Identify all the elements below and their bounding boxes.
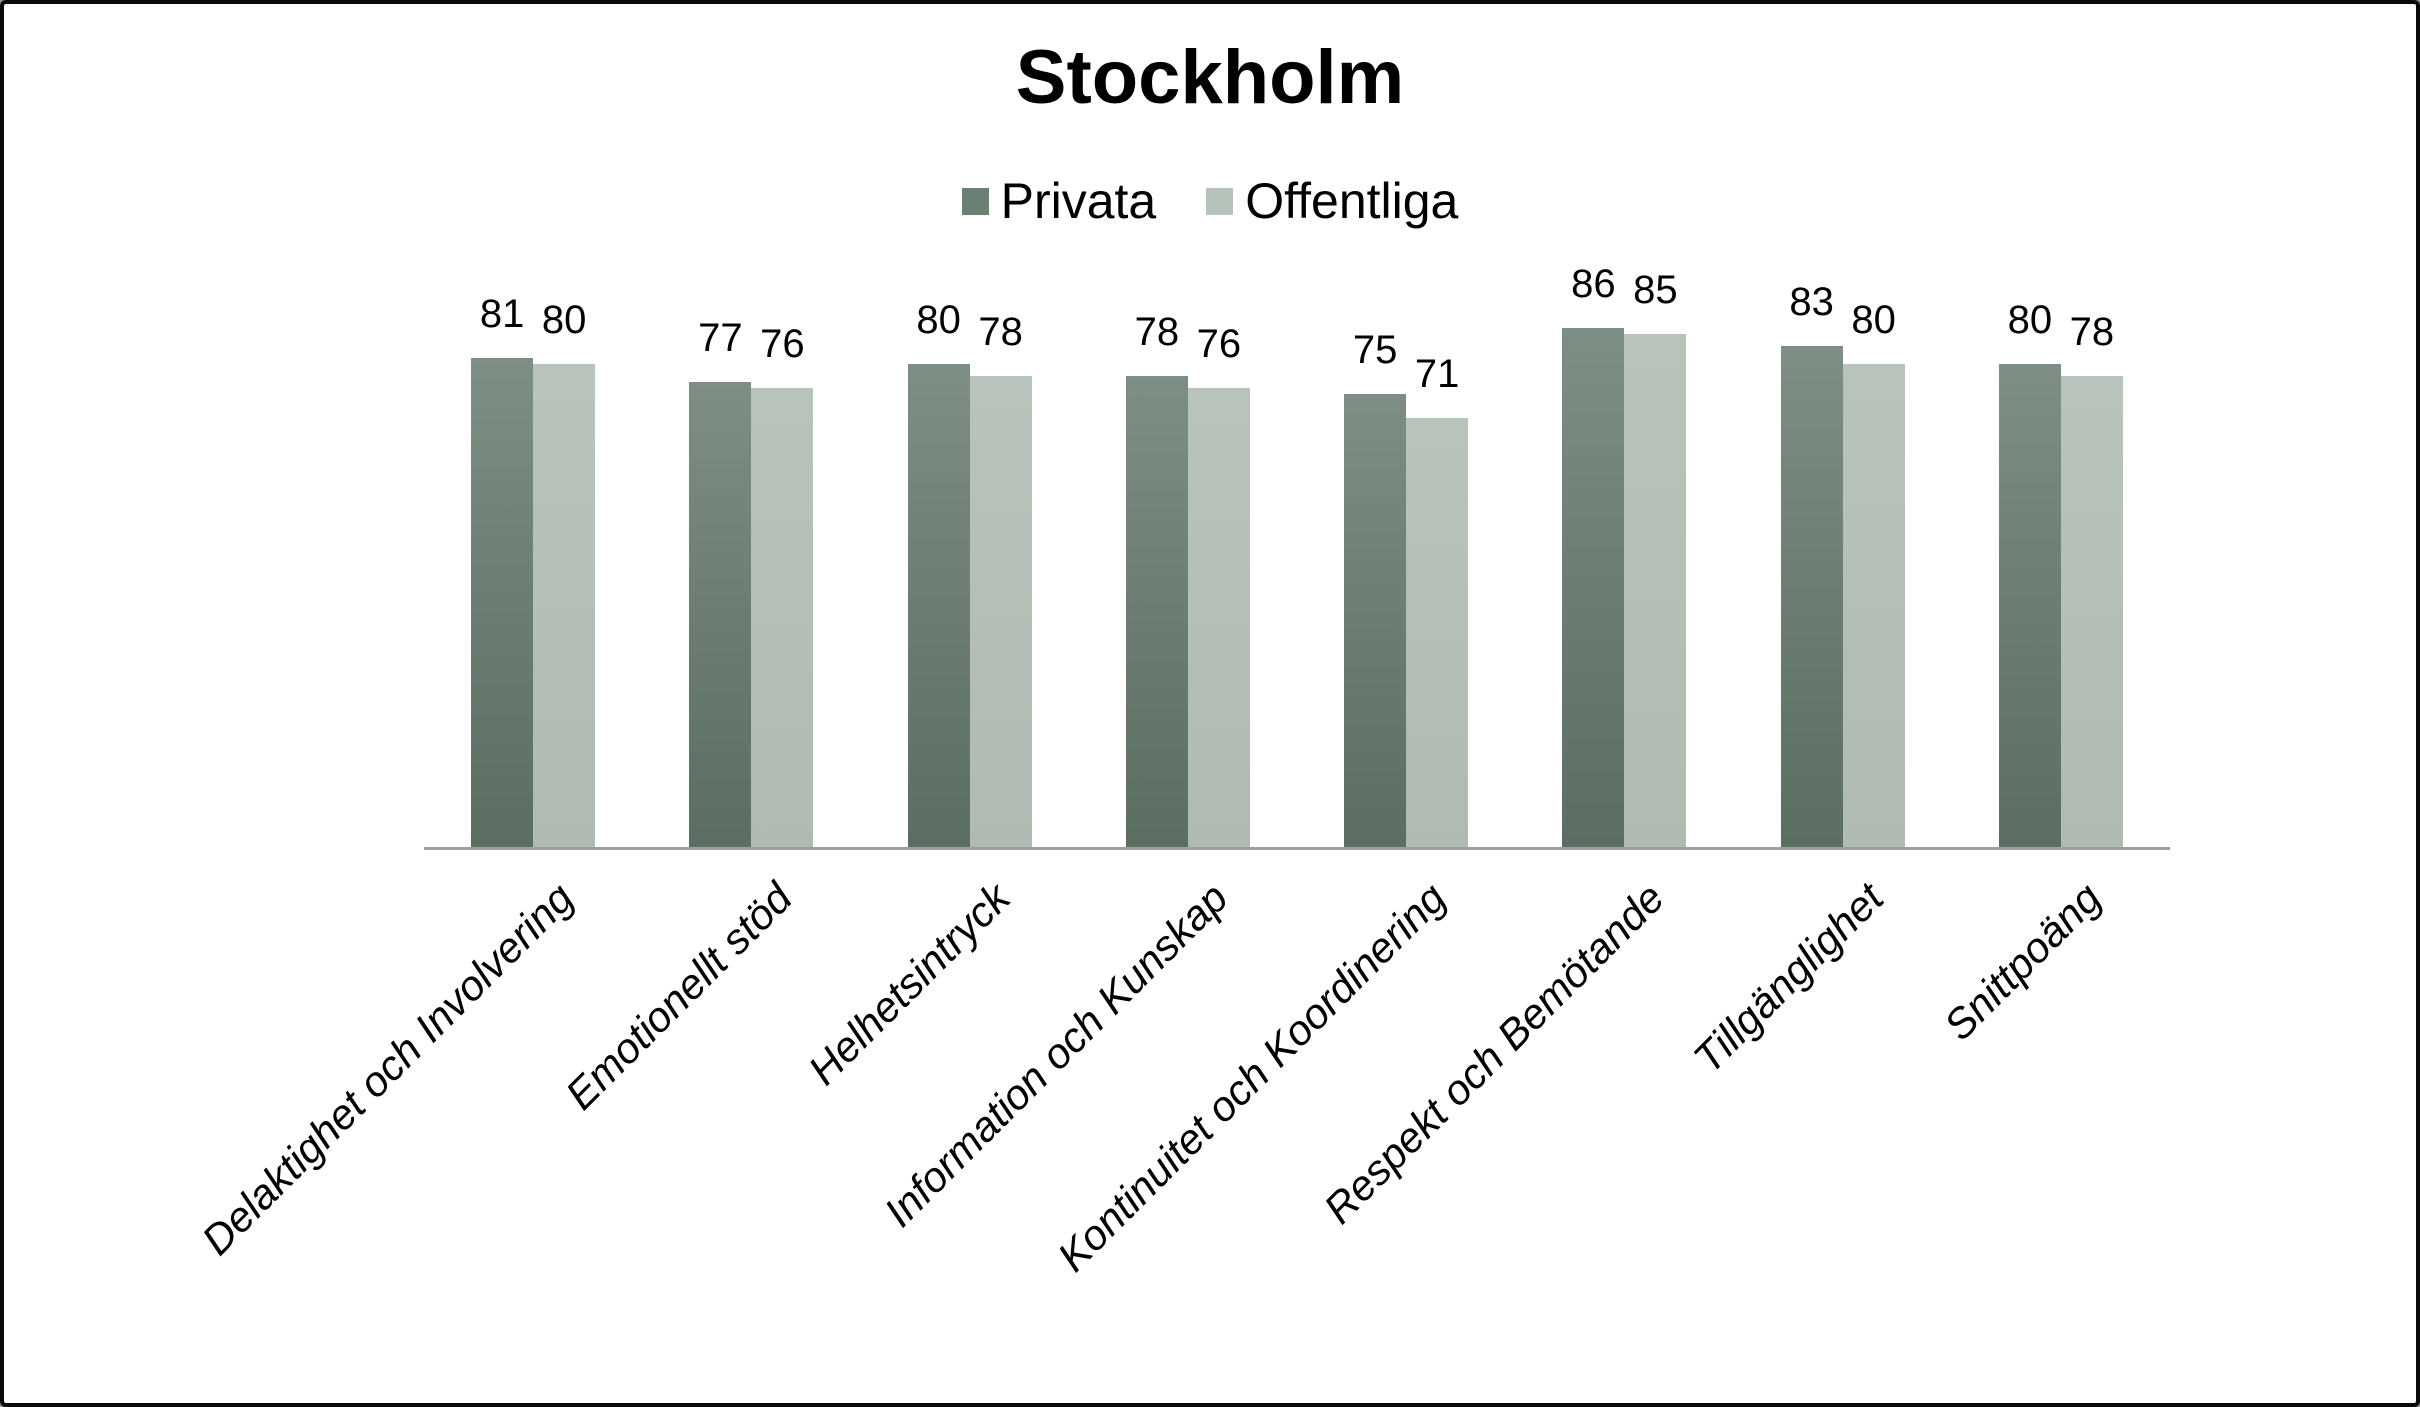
bar-privata-4 bbox=[1344, 394, 1407, 847]
value-label-privata-5: 86 bbox=[1571, 262, 1616, 306]
bar-offentliga-5 bbox=[1624, 334, 1687, 847]
bar-privata-2 bbox=[907, 364, 970, 847]
bar-col-offentliga-7: 78 bbox=[2060, 310, 2123, 847]
legend: Privata Offentliga bbox=[4, 172, 2416, 230]
value-label-privata-1: 77 bbox=[698, 316, 743, 360]
bar-privata-5 bbox=[1562, 328, 1625, 847]
bar-col-privata-3: 78 bbox=[1125, 310, 1188, 847]
value-label-offentliga-5: 85 bbox=[1633, 268, 1678, 312]
bar-col-offentliga-6: 80 bbox=[1842, 298, 1905, 847]
bar-col-privata-0: 81 bbox=[471, 292, 534, 847]
bar-col-offentliga-2: 78 bbox=[969, 310, 1032, 847]
bar-col-privata-5: 86 bbox=[1562, 262, 1625, 847]
value-label-privata-7: 80 bbox=[2007, 298, 2053, 342]
bar-group-1: 77 76 bbox=[642, 316, 860, 847]
value-label-privata-3: 78 bbox=[1134, 310, 1180, 354]
category-label-7: Snittpoäng bbox=[1934, 873, 2110, 1050]
bar-offentliga-1 bbox=[751, 388, 814, 847]
bar-group-6: 83 80 bbox=[1734, 280, 1952, 847]
bar-offentliga-2 bbox=[969, 376, 1032, 847]
legend-label-offentliga: Offentliga bbox=[1245, 173, 1459, 229]
category-label-6: Tillgänglighet bbox=[1683, 873, 1892, 1082]
value-label-offentliga-3: 76 bbox=[1196, 322, 1242, 366]
x-axis-line bbox=[424, 847, 2170, 850]
bar-group-7: 80 78 bbox=[1952, 298, 2170, 847]
bar-offentliga-7 bbox=[2060, 376, 2123, 847]
category-label-4: Kontinuitet och Koordinering bbox=[1048, 873, 1456, 1281]
value-label-offentliga-2: 78 bbox=[978, 310, 1023, 354]
bar-group-2: 80 78 bbox=[861, 298, 1079, 847]
bar-privata-7 bbox=[1998, 364, 2061, 847]
bar-col-privata-7: 80 bbox=[1998, 298, 2061, 847]
bar-offentliga-3 bbox=[1187, 388, 1250, 847]
value-label-offentliga-6: 80 bbox=[1851, 298, 1896, 342]
bar-col-privata-6: 83 bbox=[1780, 280, 1843, 847]
bar-privata-0 bbox=[471, 358, 534, 847]
bar-offentliga-4 bbox=[1406, 418, 1469, 847]
bar-group-0: 81 80 bbox=[424, 292, 642, 847]
value-label-offentliga-7: 78 bbox=[2069, 310, 2115, 354]
value-label-privata-4: 75 bbox=[1352, 328, 1398, 372]
bar-offentliga-0 bbox=[533, 364, 596, 847]
bar-privata-6 bbox=[1780, 346, 1843, 847]
value-label-offentliga-0: 80 bbox=[541, 298, 587, 342]
category-label-0: Delaktighet och Involvering bbox=[192, 873, 583, 1264]
bar-group-5: 86 85 bbox=[1515, 262, 1733, 847]
bar-privata-1 bbox=[689, 382, 752, 847]
legend-item-privata: Privata bbox=[961, 172, 1157, 230]
bar-privata-3 bbox=[1125, 376, 1188, 847]
value-label-privata-2: 80 bbox=[916, 298, 961, 342]
value-label-offentliga-1: 76 bbox=[760, 322, 805, 366]
category-label-1: Emotionellt stöd bbox=[555, 873, 801, 1119]
bar-group-3: 78 76 bbox=[1079, 310, 1297, 847]
bar-col-privata-4: 75 bbox=[1344, 328, 1407, 847]
legend-swatch-offentliga bbox=[1206, 187, 1234, 215]
bar-col-offentliga-1: 76 bbox=[751, 322, 814, 847]
bar-col-offentliga-0: 80 bbox=[533, 298, 596, 847]
bar-offentliga-6 bbox=[1842, 364, 1905, 847]
bar-col-offentliga-5: 85 bbox=[1624, 268, 1687, 847]
bar-col-privata-1: 77 bbox=[689, 316, 752, 847]
legend-label-privata: Privata bbox=[1000, 173, 1157, 229]
value-label-offentliga-4: 71 bbox=[1414, 352, 1460, 396]
legend-item-offentliga: Offentliga bbox=[1206, 172, 1458, 230]
plot-area: 81 80 77 76 80 78 78 76 75 71 86 85 83 80 80 78 bbox=[424, 227, 2170, 847]
value-label-privata-6: 83 bbox=[1789, 280, 1834, 324]
bar-col-offentliga-3: 76 bbox=[1187, 322, 1250, 847]
legend-swatch-privata bbox=[961, 187, 989, 215]
bar-col-privata-2: 80 bbox=[907, 298, 970, 847]
chart-title: Stockholm bbox=[1015, 35, 1405, 120]
category-label-2: Helhetsintryck bbox=[798, 873, 1019, 1094]
bar-group-4: 75 71 bbox=[1297, 328, 1515, 847]
value-label-privata-0: 81 bbox=[479, 292, 525, 336]
bar-col-offentliga-4: 71 bbox=[1406, 352, 1469, 847]
